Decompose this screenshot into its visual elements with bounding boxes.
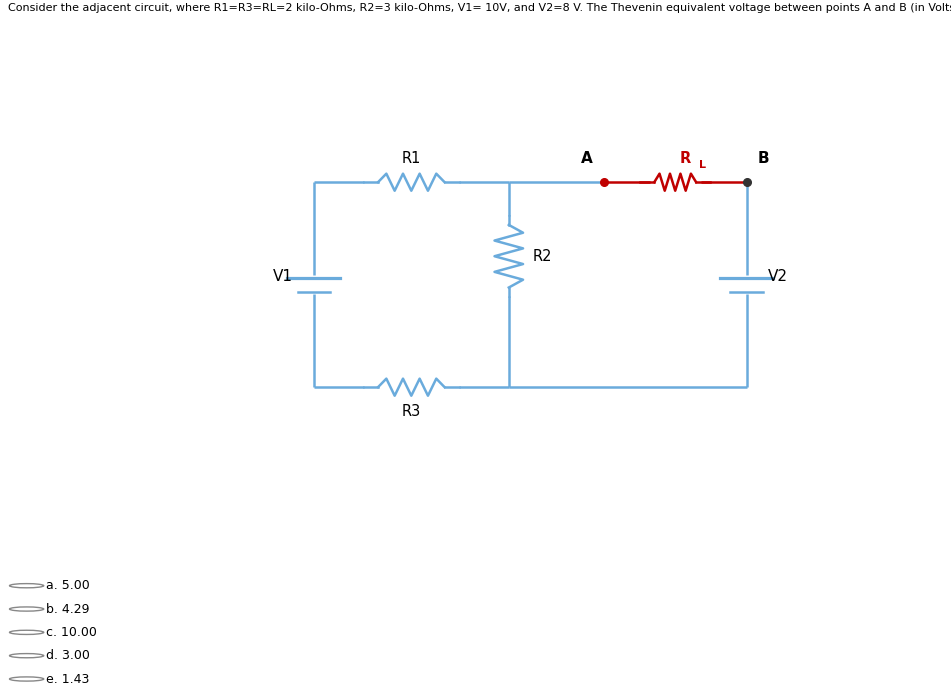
Text: A: A [581, 151, 592, 166]
Text: V1: V1 [273, 269, 293, 283]
Text: B: B [758, 151, 769, 166]
Text: R1: R1 [401, 151, 421, 166]
Text: c. 10.00: c. 10.00 [46, 626, 96, 639]
Text: R2: R2 [533, 249, 553, 263]
Text: e. 1.43: e. 1.43 [46, 672, 89, 685]
Text: d. 3.00: d. 3.00 [46, 649, 89, 662]
Text: Consider the adjacent circuit, where R1=R3=RL=2 kilo-Ohms, R2=3 kilo-Ohms, V1= 1: Consider the adjacent circuit, where R1=… [8, 3, 951, 14]
Text: V2: V2 [767, 269, 787, 283]
Text: R: R [680, 151, 691, 166]
Text: R3: R3 [401, 404, 421, 419]
Text: L: L [699, 160, 706, 169]
Text: b. 4.29: b. 4.29 [46, 602, 89, 615]
Text: a. 5.00: a. 5.00 [46, 579, 89, 592]
